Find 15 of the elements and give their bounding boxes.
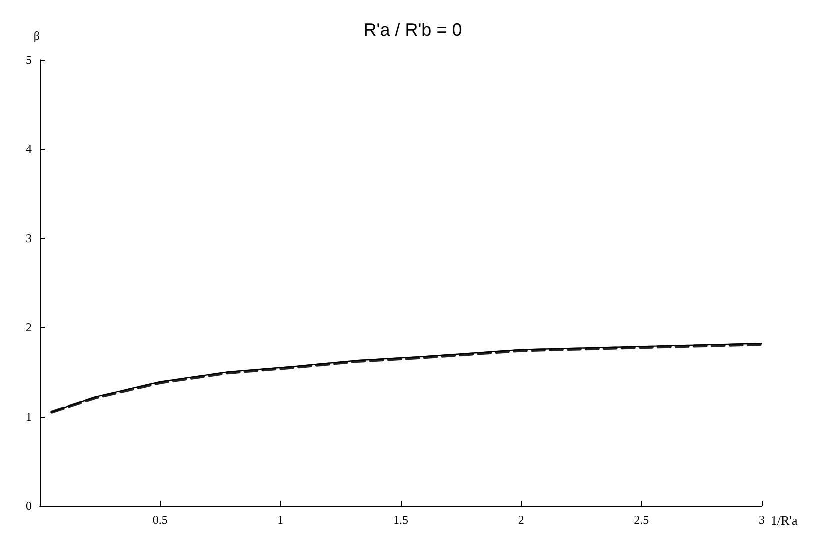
- x-tick-label: 3: [759, 513, 765, 527]
- x-tick-label: 1.5: [394, 513, 408, 527]
- y-tick-label: 3: [26, 231, 32, 246]
- x-tick-label: 2: [518, 513, 524, 527]
- chart-title: R'a / R'b = 0: [364, 20, 462, 40]
- x-tick-label: 0.5: [152, 513, 168, 527]
- x-tick-label: 2.5: [634, 513, 650, 527]
- x-axis-title: 1/R'a: [770, 513, 798, 528]
- y-tick-label: 0: [26, 499, 32, 513]
- x-tick-label: 1: [278, 513, 284, 527]
- y-tick-label: 5: [26, 53, 32, 67]
- y-tick-label: 1: [26, 410, 32, 424]
- y-axis-title: β: [34, 29, 40, 43]
- y-tick-label: 2: [26, 320, 32, 335]
- y-tick-label: 4: [26, 142, 32, 156]
